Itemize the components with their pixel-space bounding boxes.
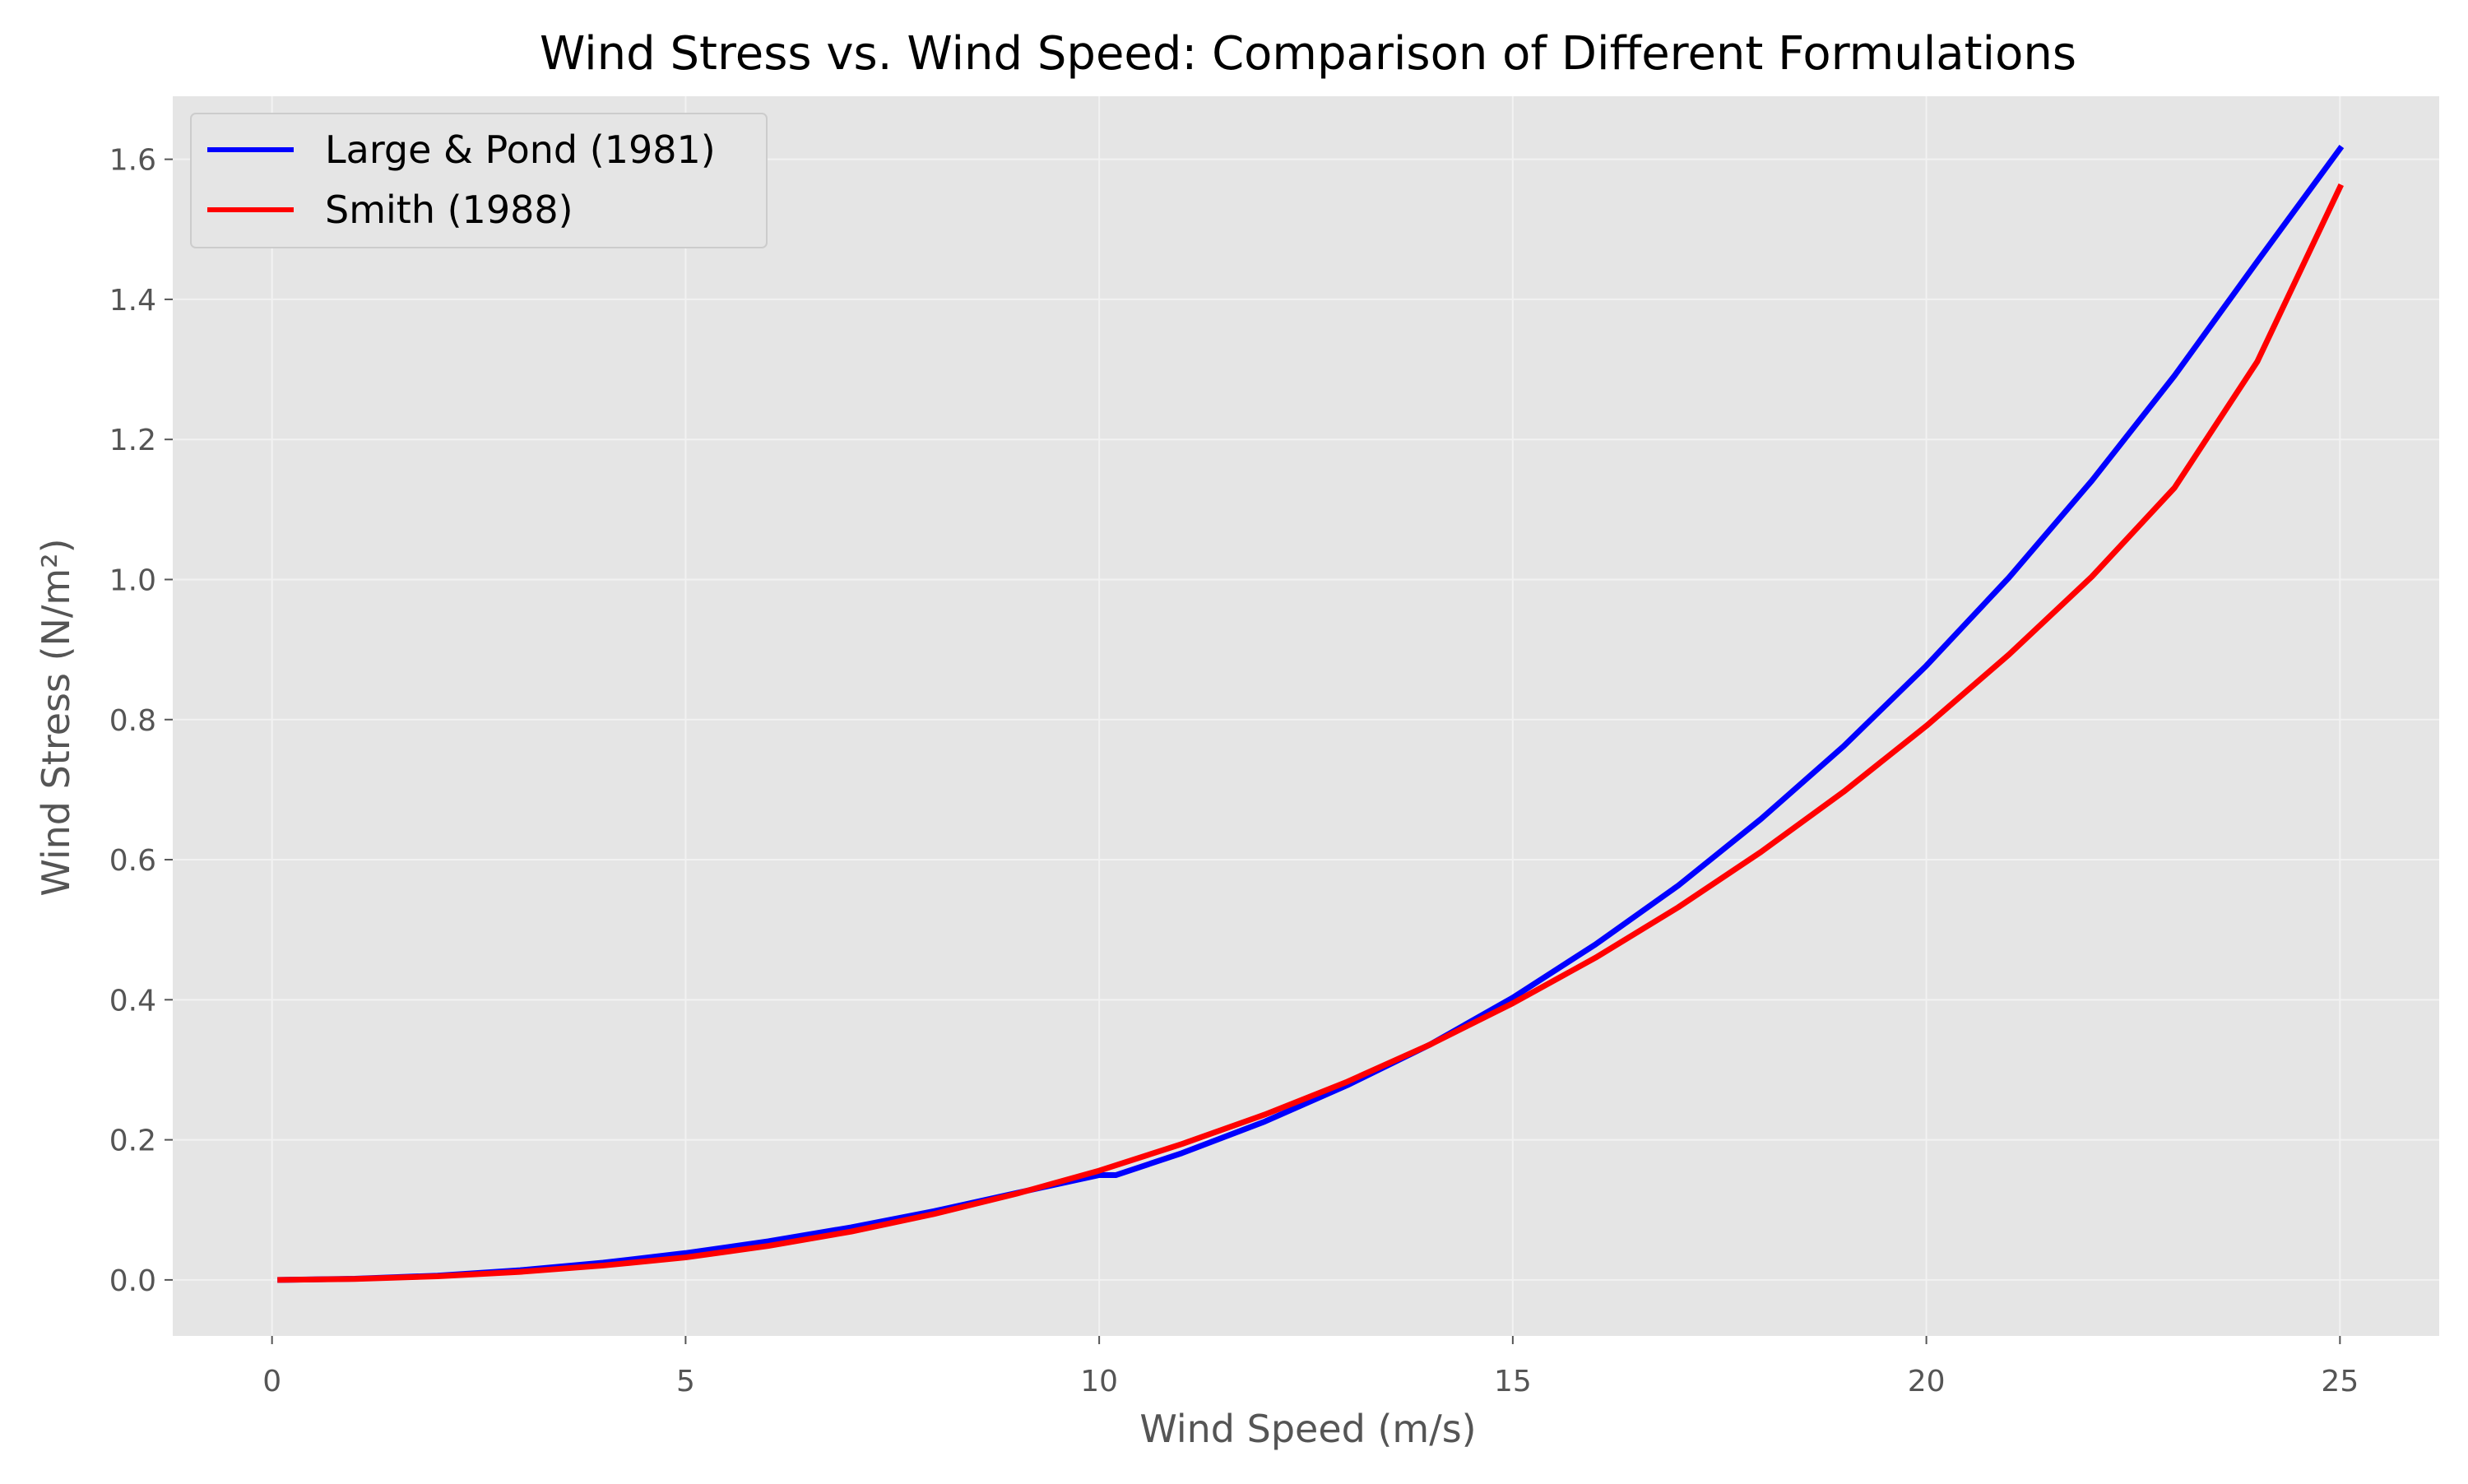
grid-layer bbox=[173, 96, 2439, 1336]
legend-label-large-pond: Large & Pond (1981) bbox=[325, 128, 716, 172]
legend: Large & Pond (1981) Smith (1988) bbox=[190, 113, 768, 248]
y-tick-label: 1.6 bbox=[109, 144, 156, 178]
y-tick-label: 0.2 bbox=[109, 1125, 156, 1158]
y-tick-label: 0.4 bbox=[109, 984, 156, 1018]
y-tick-label: 0.0 bbox=[109, 1264, 156, 1298]
tick-layer: 0 5 10 15 20 25 0.0 0.2 0.4 0.6 0.8 1.0 1.2 1.4 1.6 bbox=[109, 144, 2359, 1398]
y-tick-label: 1.0 bbox=[109, 563, 156, 597]
legend-box bbox=[190, 113, 768, 248]
x-tick-label: 5 bbox=[676, 1365, 695, 1398]
series-line-large-pond bbox=[277, 144, 2345, 1283]
legend-label-smith: Smith (1988) bbox=[325, 188, 573, 232]
x-axis-label: Wind Speed (m/s) bbox=[1139, 1407, 1476, 1451]
y-tick-label: 1.2 bbox=[109, 424, 156, 457]
y-axis-label: Wind Stress (N/m²) bbox=[34, 538, 78, 896]
y-tick-label: 0.8 bbox=[109, 704, 156, 738]
plot-area-background bbox=[173, 96, 2439, 1336]
y-tick-label: 0.6 bbox=[109, 844, 156, 878]
series-layer bbox=[277, 144, 2345, 1283]
series-line-smith bbox=[277, 183, 2345, 1283]
x-tick-label: 10 bbox=[1080, 1365, 1118, 1398]
x-tick-label: 0 bbox=[262, 1365, 281, 1398]
x-tick-label: 25 bbox=[2321, 1365, 2359, 1398]
x-tick-label: 15 bbox=[1494, 1365, 1532, 1398]
x-tick-label: 20 bbox=[1908, 1365, 1946, 1398]
y-tick-label: 1.4 bbox=[109, 284, 156, 318]
chart-title: Wind Stress vs. Wind Speed: Comparison o… bbox=[540, 27, 2076, 81]
